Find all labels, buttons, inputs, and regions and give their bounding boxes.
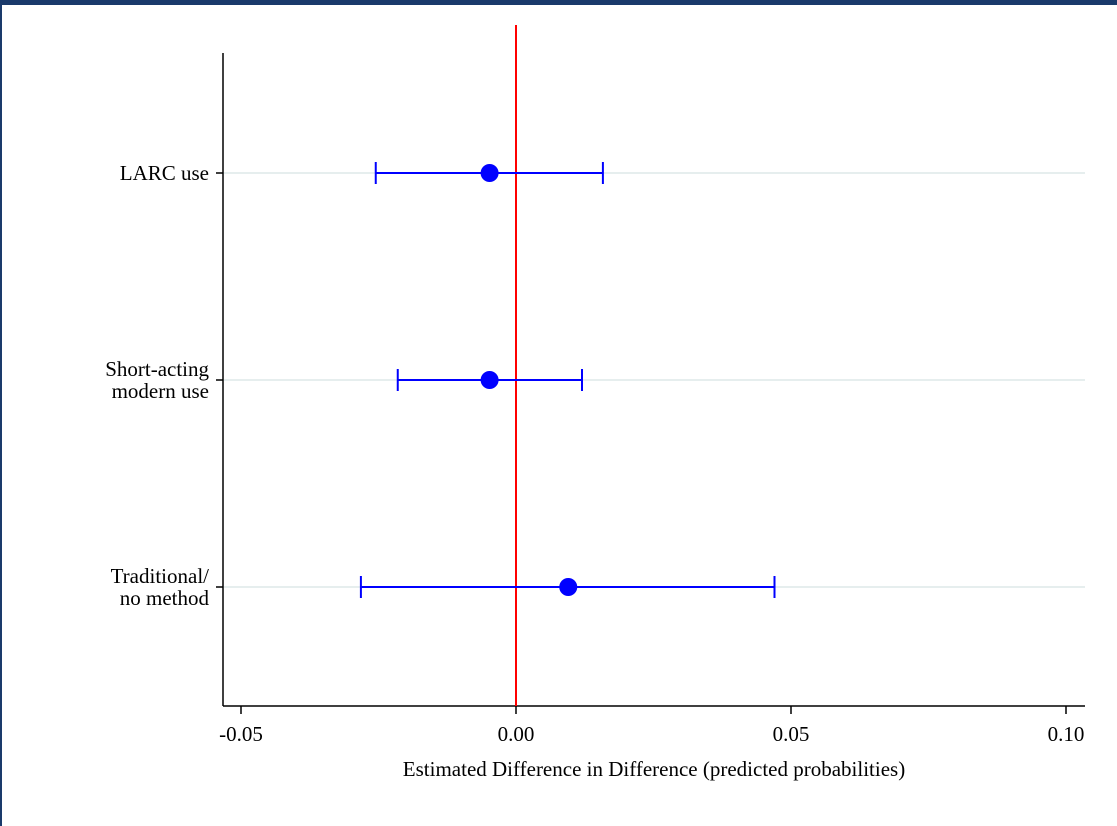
category-label-2-1: no method: [120, 586, 210, 610]
x-tick-label-0: -0.05: [219, 722, 263, 746]
grid-layer: [223, 172, 1085, 588]
x-axis-title: Estimated Difference in Difference (pred…: [403, 757, 905, 781]
x-tick-label-3: 0.10: [1048, 722, 1085, 746]
point-estimate-0: [480, 164, 499, 182]
category-label-0-0: LARC use: [120, 161, 209, 185]
category-label-2-0: Traditional/: [111, 564, 210, 588]
point-estimate-2: [559, 578, 578, 596]
x-tick-label-2: 0.05: [773, 722, 810, 746]
marks-layer: [359, 162, 776, 598]
category-label-1-1: modern use: [112, 379, 209, 403]
x-tick-label-1: 0.00: [498, 722, 535, 746]
category-label-1-0: Short-acting: [105, 357, 209, 381]
point-estimate-1: [480, 371, 499, 389]
